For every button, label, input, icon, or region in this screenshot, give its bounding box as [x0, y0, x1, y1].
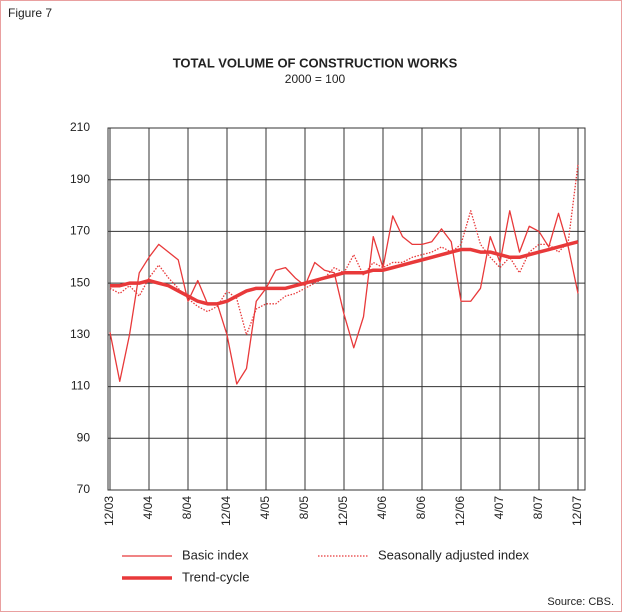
- x-tick-label: 8/07: [531, 496, 545, 520]
- series-line: [109, 210, 579, 385]
- legend-label: Trend-cycle: [182, 569, 249, 584]
- source: Source: CBS.: [547, 596, 614, 608]
- chart-subtitle: 2000 = 100: [285, 72, 346, 86]
- x-tick-label: 12/05: [336, 496, 350, 526]
- x-tick-label: 12/03: [102, 496, 116, 526]
- x-tick-label: 12/07: [570, 496, 584, 526]
- figure-label: Figure 7: [8, 6, 52, 20]
- y-tick-label: 130: [70, 327, 90, 341]
- x-tick-label: 8/05: [297, 496, 311, 520]
- legend-label: Basic index: [182, 547, 249, 562]
- legend-label: Seasonally adjusted index: [378, 547, 530, 562]
- x-tick-label: 8/04: [180, 496, 194, 520]
- x-tick-label: 12/06: [453, 496, 467, 526]
- chart-title: TOTAL VOLUME OF CONSTRUCTION WORKS: [173, 55, 458, 70]
- series-line: [110, 240, 579, 306]
- x-tick-label: 12/04: [219, 496, 233, 526]
- x-tick-label: 4/07: [492, 496, 506, 520]
- x-tick-label: 4/06: [375, 496, 389, 520]
- y-tick-label: 170: [70, 224, 90, 238]
- y-tick-label: 70: [77, 482, 91, 496]
- x-tick-label: 4/05: [258, 496, 272, 520]
- y-tick-label: 190: [70, 172, 90, 186]
- x-tick-label: 4/04: [141, 496, 155, 520]
- y-tick-label: 150: [70, 275, 90, 289]
- plot-border: [107, 127, 586, 491]
- x-tick-label: 8/06: [414, 496, 428, 520]
- y-tick-label: 210: [70, 120, 90, 134]
- y-tick-label: 110: [71, 379, 90, 393]
- y-tick-label: 90: [77, 430, 91, 444]
